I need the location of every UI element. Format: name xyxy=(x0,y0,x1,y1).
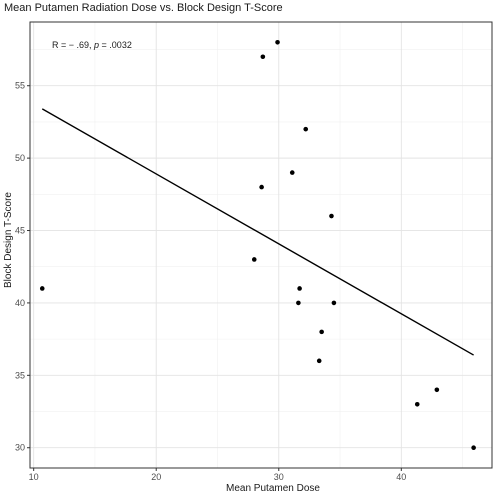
y-tick-label: 50 xyxy=(15,153,25,163)
data-point xyxy=(303,126,309,132)
data-point xyxy=(275,39,280,45)
data-point xyxy=(434,387,440,393)
x-axis-title: Mean Putamen Dose xyxy=(226,483,320,494)
y-axis-title: Block Design T-Score xyxy=(3,192,14,288)
trend-line xyxy=(41,108,474,356)
data-point xyxy=(251,257,257,262)
data-point xyxy=(289,170,295,175)
correlation-annotation: R = − .69, p = .0032 xyxy=(52,40,132,50)
data-point xyxy=(296,300,301,306)
y-tick-label: 35 xyxy=(15,370,25,380)
x-axis-ticks: 10 20 30 40 xyxy=(29,468,406,482)
data-point xyxy=(331,300,337,306)
trend-line-group xyxy=(41,108,474,356)
x-tick-label: 20 xyxy=(151,472,161,482)
y-tick-label: 45 xyxy=(15,226,25,236)
data-point xyxy=(259,184,264,190)
data-point xyxy=(316,358,322,364)
chart-title: Mean Putamen Radiation Dose vs. Block De… xyxy=(4,2,283,14)
data-point xyxy=(39,286,45,291)
annotation-prefix: R = − .69, xyxy=(52,40,94,50)
data-point xyxy=(260,54,266,60)
data-point xyxy=(471,445,476,451)
annotation-p-label: p xyxy=(93,40,99,50)
grid-lines xyxy=(30,22,492,468)
data-point xyxy=(329,213,334,219)
y-tick-label: 55 xyxy=(15,81,25,91)
y-tick-label: 30 xyxy=(15,443,25,453)
y-tick-label: 40 xyxy=(15,298,25,308)
data-point xyxy=(297,286,302,291)
data-point xyxy=(319,329,324,335)
data-points xyxy=(39,39,476,451)
data-point xyxy=(414,401,420,407)
x-tick-label: 30 xyxy=(274,472,284,482)
plot-panel-border xyxy=(29,21,493,469)
annotation-suffix: = .0032 xyxy=(99,40,132,50)
y-axis-ticks: 30 35 40 45 50 55 xyxy=(15,81,30,453)
x-tick-label: 40 xyxy=(396,472,406,482)
x-tick-label: 10 xyxy=(29,472,39,482)
